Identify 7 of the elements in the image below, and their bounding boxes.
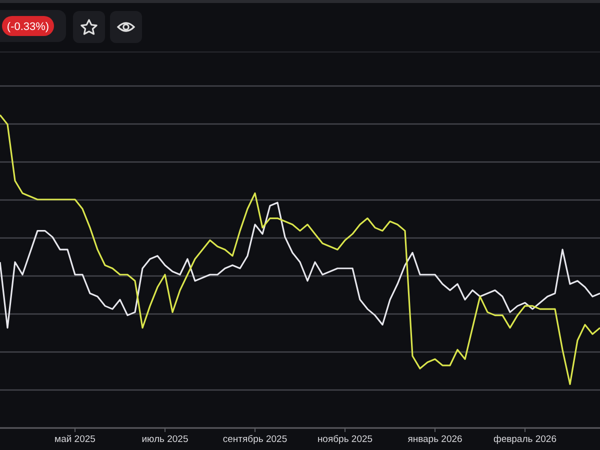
x-tick-label: июль 2025: [142, 434, 188, 445]
x-tick-label: февраль 2026: [494, 434, 556, 445]
x-tick-label: ноябрь 2025: [317, 434, 373, 445]
x-tick-label: сентябрь 2025: [222, 434, 288, 445]
text: (-0.33%): [6, 21, 50, 33]
x-tick-label: май 2025: [54, 434, 96, 445]
x-tick-label: январь 2026: [408, 434, 462, 445]
